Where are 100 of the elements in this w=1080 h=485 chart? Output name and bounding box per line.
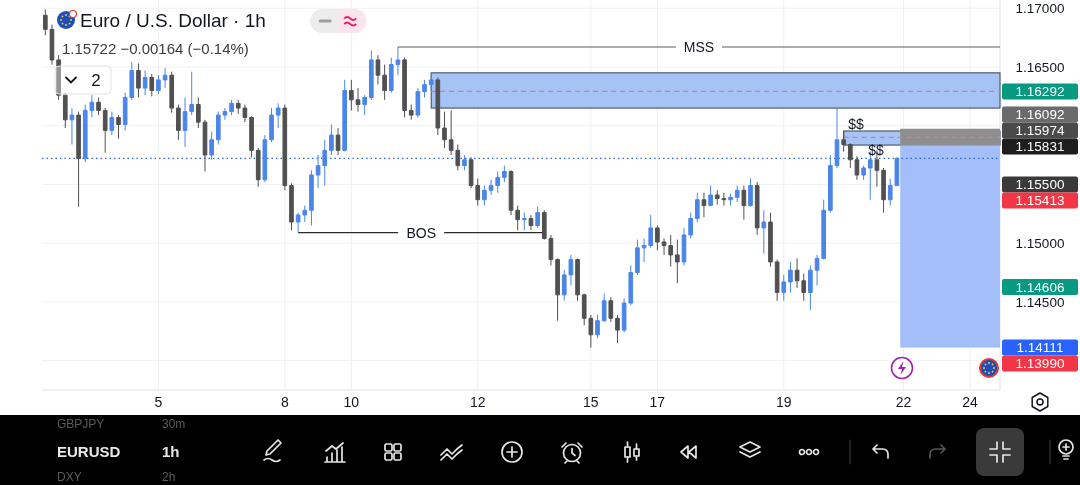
text: DXY bbox=[57, 470, 82, 484]
x-tick-label: 15 bbox=[583, 394, 599, 410]
text: 1.14111 bbox=[1016, 340, 1064, 356]
text: 1.15413 bbox=[1015, 193, 1065, 209]
candlestick bbox=[229, 99, 234, 116]
candlestick bbox=[96, 97, 101, 116]
candlestick bbox=[255, 147, 261, 188]
candlestick bbox=[808, 264, 813, 311]
candlestick bbox=[375, 54, 381, 86]
text: 1.16292 bbox=[1015, 84, 1065, 100]
candlestick bbox=[162, 67, 168, 89]
candlestick bbox=[116, 114, 121, 140]
candlestick bbox=[136, 62, 141, 98]
text: 30m bbox=[162, 417, 186, 431]
candlestick bbox=[275, 102, 281, 129]
candlestick bbox=[176, 104, 181, 141]
candlestick bbox=[102, 107, 108, 154]
x-tick-label: 10 bbox=[343, 394, 360, 410]
candlestick bbox=[781, 274, 787, 302]
candlestick bbox=[156, 74, 161, 95]
text: 1.14606 bbox=[1015, 279, 1065, 295]
candlestick bbox=[355, 87, 361, 113]
candlestick bbox=[202, 119, 208, 173]
text: 1.15974 bbox=[1015, 123, 1065, 139]
candlestick bbox=[428, 72, 434, 91]
candlestick bbox=[368, 50, 374, 101]
candlestick bbox=[262, 134, 268, 183]
candlestick bbox=[515, 205, 520, 231]
candlestick bbox=[555, 257, 560, 322]
candlestick bbox=[408, 104, 414, 121]
candlestick bbox=[196, 97, 201, 129]
text: 1.15722 −0.00164 (−0.14%) bbox=[62, 40, 249, 57]
y-tick-label: 1.16500 bbox=[1015, 59, 1065, 75]
candlestick bbox=[708, 185, 713, 207]
x-tick-label: 8 bbox=[280, 394, 289, 410]
candlestick bbox=[861, 165, 866, 181]
candlestick bbox=[482, 185, 487, 207]
text: 1h bbox=[162, 443, 180, 460]
x-tick-label: 12 bbox=[469, 394, 486, 410]
candlestick bbox=[415, 87, 421, 118]
ref-line-label: MSS bbox=[683, 38, 715, 55]
text: 1.16092 bbox=[1015, 107, 1065, 123]
candlestick bbox=[442, 111, 447, 149]
candlestick bbox=[249, 115, 254, 158]
candlestick bbox=[734, 185, 740, 203]
candlestick bbox=[69, 107, 75, 145]
candlestick bbox=[615, 314, 620, 344]
candlestick bbox=[56, 54, 61, 101]
candlestick bbox=[282, 104, 288, 191]
candlestick bbox=[289, 182, 294, 231]
candlestick bbox=[43, 8, 48, 36]
candlestick bbox=[881, 167, 886, 214]
text: 1.15500 bbox=[1015, 177, 1065, 193]
text: GBPJPY bbox=[57, 417, 105, 431]
candlestick bbox=[149, 73, 155, 97]
candlestick bbox=[608, 296, 614, 323]
candlestick bbox=[522, 212, 527, 231]
annotation: $$ bbox=[848, 116, 864, 132]
candlestick bbox=[761, 209, 767, 255]
candlestick bbox=[508, 169, 514, 216]
candlestick bbox=[834, 106, 840, 169]
candlestick bbox=[754, 181, 760, 236]
candlestick bbox=[76, 111, 81, 208]
candlestick bbox=[309, 169, 314, 227]
candlestick bbox=[748, 178, 753, 208]
text: Euro / U.S. Dollar · 1h bbox=[80, 10, 266, 31]
candlestick bbox=[422, 79, 427, 98]
candlestick bbox=[342, 79, 348, 153]
candlestick bbox=[741, 185, 747, 221]
candlestick bbox=[209, 131, 214, 161]
candlestick bbox=[49, 24, 55, 66]
candlestick bbox=[701, 192, 707, 218]
y-tick-label: 1.14500 bbox=[1015, 294, 1065, 310]
candlestick bbox=[435, 77, 441, 136]
x-tick-label: 19 bbox=[776, 394, 792, 410]
candlestick bbox=[535, 206, 540, 229]
candlestick bbox=[142, 69, 148, 96]
y-tick-label: 1.17000 bbox=[1015, 1, 1065, 17]
candlestick bbox=[675, 239, 680, 284]
candlestick bbox=[601, 293, 607, 323]
y-tick-label: 1.15000 bbox=[1015, 236, 1065, 252]
ref-line-label: BOS bbox=[406, 224, 436, 241]
candlestick bbox=[62, 92, 68, 129]
candlestick bbox=[269, 107, 274, 143]
candlestick bbox=[349, 79, 354, 111]
x-tick-label: 24 bbox=[962, 394, 979, 410]
candlestick bbox=[688, 212, 693, 239]
candlestick bbox=[528, 214, 534, 231]
candlestick bbox=[828, 154, 833, 214]
candlestick bbox=[362, 94, 367, 116]
x-tick-label: 5 bbox=[154, 394, 163, 410]
candlestick bbox=[502, 165, 507, 183]
text: 1.13990 bbox=[1015, 356, 1065, 372]
text: EURUSD bbox=[57, 443, 121, 460]
candlestick bbox=[635, 239, 640, 276]
text: 2h bbox=[162, 470, 176, 484]
annotation: 2 bbox=[91, 71, 101, 90]
candlestick bbox=[694, 192, 700, 223]
candlestick bbox=[169, 71, 175, 114]
text: 1.15831 bbox=[1015, 139, 1065, 155]
